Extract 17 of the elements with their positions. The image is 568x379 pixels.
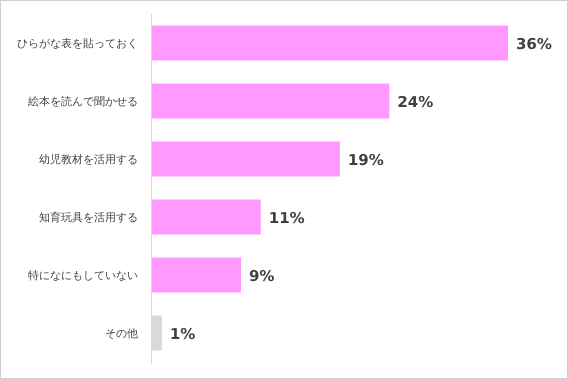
data-label: 19% [348, 151, 384, 169]
y-tick-label: 幼児教材を活用する [39, 153, 138, 166]
y-tick-label: ひらがな表を貼っておく [17, 37, 138, 50]
data-label: 11% [268, 209, 305, 227]
y-tick-label: 知育玩具を活用する [39, 211, 138, 224]
bar [152, 200, 261, 234]
y-tick-label: 特になにもしていない [28, 269, 138, 282]
y-tick-label: その他 [105, 327, 138, 340]
bar [152, 258, 241, 292]
bar [152, 26, 508, 60]
y-tick-label: 絵本を読んで聞かせる [27, 95, 138, 108]
bar [152, 84, 390, 118]
bar [152, 142, 340, 176]
data-label: 1% [170, 325, 196, 343]
data-label: 9% [249, 267, 274, 285]
data-label: 36% [516, 35, 552, 53]
data-label: 24% [397, 93, 434, 111]
